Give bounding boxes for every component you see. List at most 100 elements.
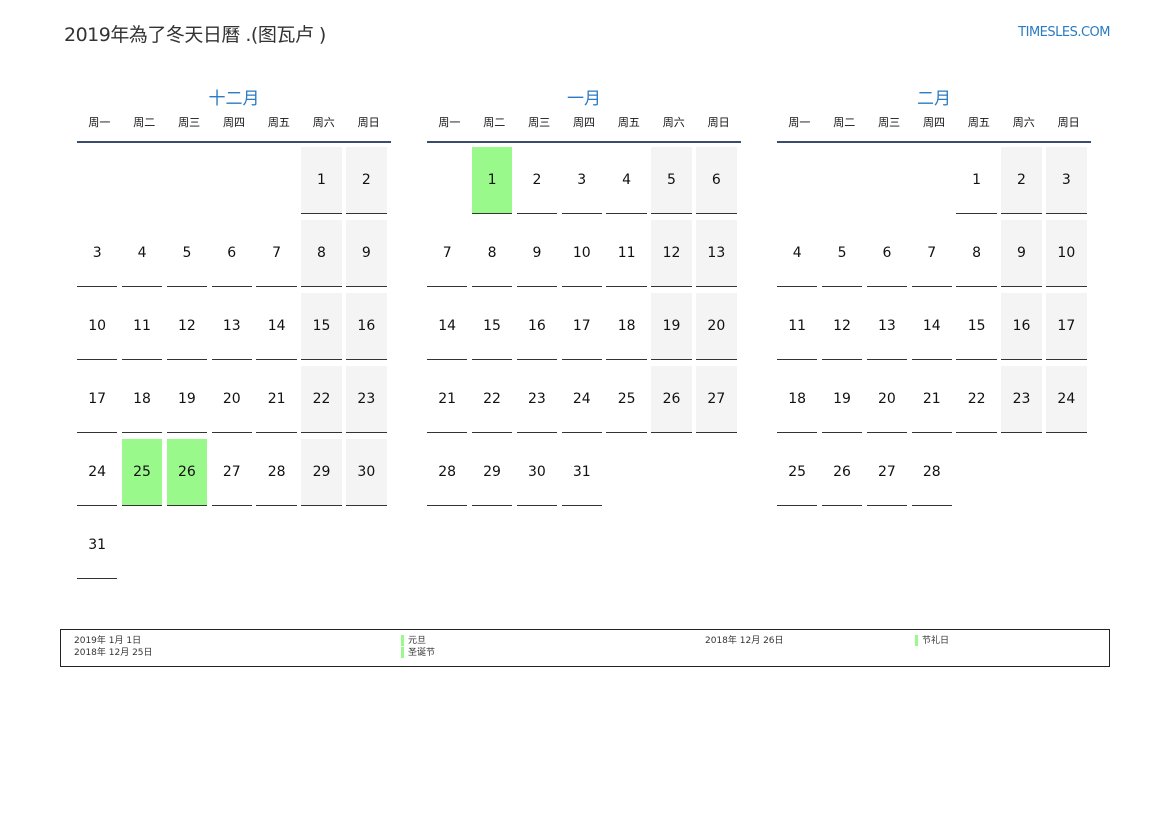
day-cell[interactable]: 25: [777, 439, 818, 506]
day-cell[interactable]: 17: [561, 293, 602, 360]
day-cell[interactable]: 13: [211, 293, 252, 360]
day-cell[interactable]: 18: [777, 366, 818, 433]
day-cell[interactable]: 16: [1001, 293, 1042, 360]
day-cell[interactable]: 26: [166, 439, 208, 506]
day-cell[interactable]: 18: [121, 366, 163, 433]
day-cell[interactable]: 6: [696, 147, 737, 214]
day-cell[interactable]: 17: [1046, 293, 1087, 360]
day-cell[interactable]: 11: [121, 293, 163, 360]
day-cell[interactable]: 28: [911, 439, 952, 506]
day-cell[interactable]: 10: [561, 220, 602, 287]
day-cell[interactable]: 2: [1001, 147, 1042, 214]
day-cell[interactable]: 28: [427, 439, 468, 506]
day-cell[interactable]: 29: [471, 439, 513, 506]
week-row: 10 11 12 13 14 15 16: [77, 293, 391, 366]
day-cell[interactable]: 20: [696, 293, 737, 360]
site-logo[interactable]: TIMESLES.COM: [1018, 25, 1110, 40]
day-cell[interactable]: 10: [1046, 220, 1087, 287]
day-cell[interactable]: 1: [471, 147, 513, 214]
day-cell[interactable]: 12: [166, 293, 208, 360]
day-cell[interactable]: 14: [256, 293, 297, 360]
day-cell[interactable]: 5: [166, 220, 208, 287]
day-cell[interactable]: 23: [346, 366, 387, 433]
day-cell[interactable]: 16: [346, 293, 387, 360]
day-cell[interactable]: 19: [651, 293, 692, 360]
day-cell[interactable]: 22: [471, 366, 513, 433]
day-cell[interactable]: 4: [777, 220, 818, 287]
day-cell[interactable]: 27: [211, 439, 252, 506]
day-cell[interactable]: 22: [301, 366, 342, 433]
day-cell[interactable]: 14: [427, 293, 468, 360]
day-cell[interactable]: 15: [301, 293, 342, 360]
day-cell[interactable]: 18: [606, 293, 647, 360]
day-cell[interactable]: 7: [427, 220, 468, 287]
day-cell[interactable]: 10: [77, 293, 118, 360]
day-cell[interactable]: 21: [427, 366, 468, 433]
day-cell[interactable]: 8: [471, 220, 513, 287]
day-cell[interactable]: 15: [956, 293, 997, 360]
day-cell[interactable]: 5: [821, 220, 863, 287]
day-cell[interactable]: 9: [1001, 220, 1042, 287]
day-cell[interactable]: 9: [516, 220, 558, 287]
legend-holiday: 节礼日: [915, 635, 949, 647]
day-cell[interactable]: 1: [956, 147, 997, 214]
day-cell[interactable]: 21: [911, 366, 952, 433]
day-cell[interactable]: 14: [911, 293, 952, 360]
week-row: 11 12 13 14 15 16 17: [777, 293, 1091, 366]
day-cell[interactable]: 6: [866, 220, 908, 287]
day-cell[interactable]: 23: [516, 366, 558, 433]
day-cell[interactable]: 11: [777, 293, 818, 360]
day-cell[interactable]: 15: [471, 293, 513, 360]
day-cell[interactable]: 5: [651, 147, 692, 214]
day-cell[interactable]: 9: [346, 220, 387, 287]
day-cell[interactable]: 11: [606, 220, 647, 287]
day-cell[interactable]: 30: [516, 439, 558, 506]
day-cell[interactable]: 3: [77, 220, 118, 287]
day-cell[interactable]: 4: [606, 147, 647, 214]
day-cell[interactable]: 12: [651, 220, 692, 287]
day-cell[interactable]: 16: [516, 293, 558, 360]
empty-cell: [867, 147, 907, 214]
day-cell[interactable]: 31: [561, 439, 602, 506]
day-cell[interactable]: 30: [346, 439, 387, 506]
day-cell[interactable]: 31: [77, 512, 118, 579]
day-cell[interactable]: 24: [561, 366, 602, 433]
legend-name: 圣诞节: [408, 648, 436, 658]
day-cell[interactable]: 1: [301, 147, 342, 214]
day-cell[interactable]: 6: [211, 220, 252, 287]
day-cell[interactable]: 8: [956, 220, 997, 287]
day-cell[interactable]: 23: [1001, 366, 1042, 433]
day-cell[interactable]: 25: [606, 366, 647, 433]
day-cell[interactable]: 17: [77, 366, 118, 433]
day-cell[interactable]: 29: [301, 439, 342, 506]
day-cell[interactable]: 7: [911, 220, 952, 287]
day-cell[interactable]: 24: [1046, 366, 1087, 433]
day-cell[interactable]: 25: [121, 439, 163, 506]
day-cell[interactable]: 21: [256, 366, 297, 433]
day-cell[interactable]: 8: [301, 220, 342, 287]
week-row: 14 15 16 17 18 19 20: [427, 293, 741, 366]
day-cell[interactable]: 12: [821, 293, 863, 360]
day-cell[interactable]: 19: [821, 366, 863, 433]
day-cell[interactable]: 13: [696, 220, 737, 287]
day-cell[interactable]: 28: [256, 439, 297, 506]
empty-cell: [256, 147, 296, 214]
day-cell[interactable]: 20: [866, 366, 908, 433]
day-cell[interactable]: 24: [77, 439, 118, 506]
day-cell[interactable]: 13: [866, 293, 908, 360]
day-cell[interactable]: 22: [956, 366, 997, 433]
day-cell[interactable]: 2: [516, 147, 558, 214]
day-cell[interactable]: 26: [821, 439, 863, 506]
day-cell[interactable]: 3: [1046, 147, 1087, 214]
day-cell[interactable]: 27: [696, 366, 737, 433]
day-cell[interactable]: 4: [121, 220, 163, 287]
day-cell[interactable]: 19: [166, 366, 208, 433]
day-cell[interactable]: 20: [211, 366, 252, 433]
day-cell[interactable]: 27: [866, 439, 908, 506]
day-cell[interactable]: 2: [346, 147, 387, 214]
day-cell[interactable]: 3: [561, 147, 602, 214]
day-cell[interactable]: 7: [256, 220, 297, 287]
empty-cell: [1046, 439, 1086, 506]
day-cell[interactable]: 26: [651, 366, 692, 433]
legend-name: 节礼日: [922, 636, 950, 646]
